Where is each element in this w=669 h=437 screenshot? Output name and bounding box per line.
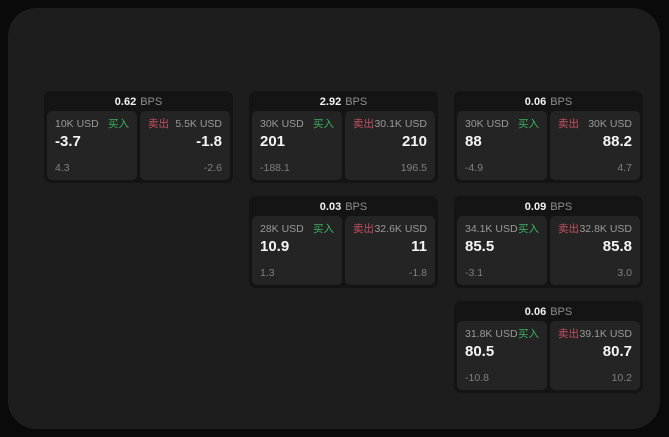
bps-value: 0.06 (524, 96, 547, 108)
sell-change: 196.5 (400, 162, 427, 174)
sell-change: 3.0 (617, 267, 632, 279)
quote-card-grid: 0.62 BPS 10K USD 买入 -3.7 4.3 卖出 5.5K USD (44, 91, 643, 393)
buy-change: -4.9 (465, 162, 484, 174)
buy-panel[interactable]: 31.8K USD 买入 80.5 -10.8 (457, 321, 547, 390)
buy-label: 买入 (108, 118, 129, 130)
buy-size: 30K USD (260, 118, 304, 130)
buy-change: -3.1 (465, 267, 484, 279)
buy-change: -188.1 (260, 162, 290, 174)
sell-price: 88.2 (602, 133, 632, 150)
sell-label: 卖出 (558, 223, 579, 235)
buy-price: 10.9 (260, 238, 290, 255)
quote-card[interactable]: 0.03 BPS 28K USD 买入 10.9 1.3 卖出 32.6K US… (249, 196, 438, 288)
sell-size: 39.1K USD (579, 328, 632, 340)
bps-value: 0.62 (114, 96, 137, 108)
buy-size: 34.1K USD (465, 223, 518, 235)
quote-card[interactable]: 0.06 BPS 31.8K USD 买入 80.5 -10.8 卖出 39.1… (454, 301, 643, 393)
sell-panel[interactable]: 卖出 32.8K USD 85.8 3.0 (550, 216, 640, 285)
sell-size: 5.5K USD (175, 118, 222, 130)
sell-price: -1.8 (196, 133, 222, 150)
sell-panel[interactable]: 卖出 5.5K USD -1.8 -2.6 (140, 111, 230, 180)
quotes-panel: 0.62 BPS 10K USD 买入 -3.7 4.3 卖出 5.5K USD (8, 8, 660, 429)
sell-panel[interactable]: 卖出 30K USD 88.2 4.7 (550, 111, 640, 180)
buy-price: 85.5 (465, 238, 495, 255)
buy-panel[interactable]: 28K USD 买入 10.9 1.3 (252, 216, 342, 285)
buy-size: 10K USD (55, 118, 99, 130)
sell-change: -1.8 (408, 267, 427, 279)
sell-panel[interactable]: 卖出 32.6K USD 11 -1.8 (345, 216, 435, 285)
buy-label: 买入 (313, 118, 334, 130)
sell-price: 85.8 (602, 238, 632, 255)
sell-size: 32.6K USD (374, 223, 427, 235)
bps-suffix-label: BPS (550, 201, 573, 213)
sell-change: 4.7 (617, 162, 632, 174)
sell-label: 卖出 (353, 118, 374, 130)
buy-price: 88 (465, 133, 482, 150)
bps-header: 0.06 BPS (454, 91, 643, 111)
bps-suffix-label: BPS (140, 96, 163, 108)
sell-size: 30.1K USD (374, 118, 427, 130)
sell-size: 32.8K USD (579, 223, 632, 235)
sell-label: 卖出 (148, 118, 169, 130)
sell-price: 210 (401, 133, 427, 150)
bps-header: 0.03 BPS (249, 196, 438, 216)
buy-size: 28K USD (260, 223, 304, 235)
bps-value: 0.03 (319, 201, 342, 213)
buy-change: 4.3 (55, 162, 70, 174)
bps-value: 2.92 (319, 96, 342, 108)
buy-price: -3.7 (55, 133, 81, 150)
sell-panel[interactable]: 卖出 39.1K USD 80.7 10.2 (550, 321, 640, 390)
buy-panel[interactable]: 30K USD 买入 201 -188.1 (252, 111, 342, 180)
buy-label: 买入 (313, 223, 334, 235)
buy-price: 201 (260, 133, 286, 150)
buy-size: 31.8K USD (465, 328, 518, 340)
buy-label: 买入 (518, 223, 539, 235)
bps-value: 0.09 (524, 201, 547, 213)
quote-card[interactable]: 0.62 BPS 10K USD 买入 -3.7 4.3 卖出 5.5K USD (44, 91, 233, 183)
bps-header: 2.92 BPS (249, 91, 438, 111)
bps-suffix-label: BPS (550, 96, 573, 108)
quote-card[interactable]: 0.09 BPS 34.1K USD 买入 85.5 -3.1 卖出 32.8K… (454, 196, 643, 288)
buy-change: -10.8 (465, 372, 489, 384)
sell-price: 11 (411, 238, 427, 255)
bps-header: 0.09 BPS (454, 196, 643, 216)
bps-suffix-label: BPS (345, 96, 368, 108)
sell-change: 10.2 (611, 372, 632, 384)
buy-price: 80.5 (465, 343, 495, 360)
quote-card[interactable]: 0.06 BPS 30K USD 买入 88 -4.9 卖出 30K USD (454, 91, 643, 183)
buy-change: 1.3 (260, 267, 275, 279)
sell-panel[interactable]: 卖出 30.1K USD 210 196.5 (345, 111, 435, 180)
buy-panel[interactable]: 30K USD 买入 88 -4.9 (457, 111, 547, 180)
bps-suffix-label: BPS (550, 306, 573, 318)
bps-header: 0.06 BPS (454, 301, 643, 321)
bps-value: 0.06 (524, 306, 547, 318)
buy-panel[interactable]: 10K USD 买入 -3.7 4.3 (47, 111, 137, 180)
buy-size: 30K USD (465, 118, 509, 130)
bps-suffix-label: BPS (345, 201, 368, 213)
sell-label: 卖出 (353, 223, 374, 235)
buy-label: 买入 (518, 328, 539, 340)
sell-label: 卖出 (558, 328, 579, 340)
sell-size: 30K USD (588, 118, 632, 130)
bps-header: 0.62 BPS (44, 91, 233, 111)
quote-card[interactable]: 2.92 BPS 30K USD 买入 201 -188.1 卖出 30.1K … (249, 91, 438, 183)
sell-change: -2.6 (203, 162, 222, 174)
buy-panel[interactable]: 34.1K USD 买入 85.5 -3.1 (457, 216, 547, 285)
buy-label: 买入 (518, 118, 539, 130)
sell-price: 80.7 (602, 343, 632, 360)
sell-label: 卖出 (558, 118, 579, 130)
